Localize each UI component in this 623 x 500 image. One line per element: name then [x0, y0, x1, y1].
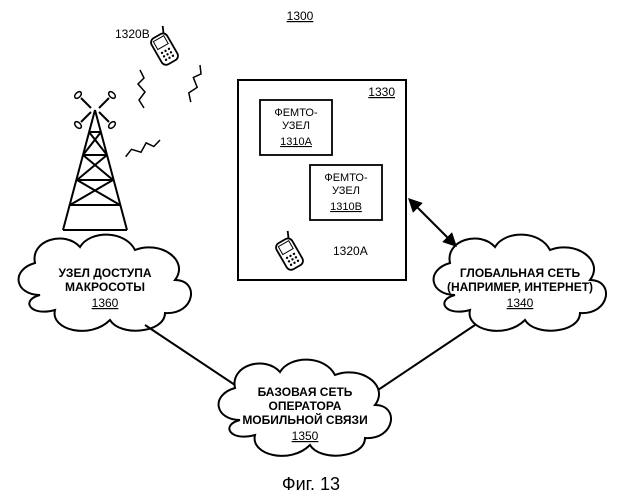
femto-node-a: ФЕМТО- УЗЕЛ 1310A: [260, 100, 332, 155]
rf-left: [138, 70, 145, 108]
macro-line1: УЗЕЛ ДОСТУПА: [58, 266, 151, 280]
core-line1: БАЗОВАЯ СЕТЬ: [258, 385, 353, 399]
femto-a-line1: ФЕМТО-: [274, 107, 318, 119]
core-line3: МОБИЛЬНОЙ СВЯЗИ: [242, 412, 367, 427]
macro-cloud: УЗЕЛ ДОСТУПА МАКРОСОТЫ 1360: [19, 235, 191, 331]
femto-a-line2: УЗЕЛ: [282, 120, 310, 132]
femto-a-ref: 1310A: [280, 136, 312, 148]
rf-to-house: [124, 138, 162, 158]
network-diagram: 1300 1330 ФЕМТО- УЗЕЛ 1310A ФЕМТО- УЗЕЛ …: [0, 0, 623, 500]
femto-node-b: ФЕМТО- УЗЕЛ 1310B: [310, 165, 382, 220]
wan-cloud: ГЛОБАЛЬНАЯ СЕТЬ (НАПРИМЕР, ИНТЕРНЕТ) 134…: [434, 235, 606, 331]
femto-b-ref: 1310B: [330, 201, 362, 213]
wan-line1: ГЛОБАЛЬНАЯ СЕТЬ: [460, 266, 581, 280]
macro-line2: МАКРОСОТЫ: [65, 280, 145, 294]
wan-line2: (НАПРИМЕР, ИНТЕРНЕТ): [447, 280, 593, 294]
tower-icon: [63, 90, 127, 230]
femto-b-line1: ФЕМТО-: [324, 172, 368, 184]
phone-b: 1320B: [115, 26, 181, 67]
core-cloud: БАЗОВАЯ СЕТЬ ОПЕРАТОРА МОБИЛЬНОЙ СВЯЗИ 1…: [219, 360, 391, 456]
figure-caption: Фиг. 13: [282, 474, 340, 494]
macro-ref: 1360: [92, 296, 119, 310]
figure-number: 1300: [287, 9, 314, 23]
phone-a-label: 1320A: [333, 244, 368, 258]
femto-b-line2: УЗЕЛ: [332, 185, 360, 197]
rf-right: [185, 64, 205, 102]
link-house-wan: [410, 200, 455, 245]
core-ref: 1350: [292, 429, 319, 443]
phone-b-label: 1320B: [115, 27, 150, 41]
wan-ref: 1340: [507, 296, 534, 310]
link-macro-core: [145, 325, 235, 385]
core-line2: ОПЕРАТОРА: [269, 399, 342, 413]
house-ref: 1330: [368, 85, 395, 99]
link-core-wan: [378, 325, 475, 390]
